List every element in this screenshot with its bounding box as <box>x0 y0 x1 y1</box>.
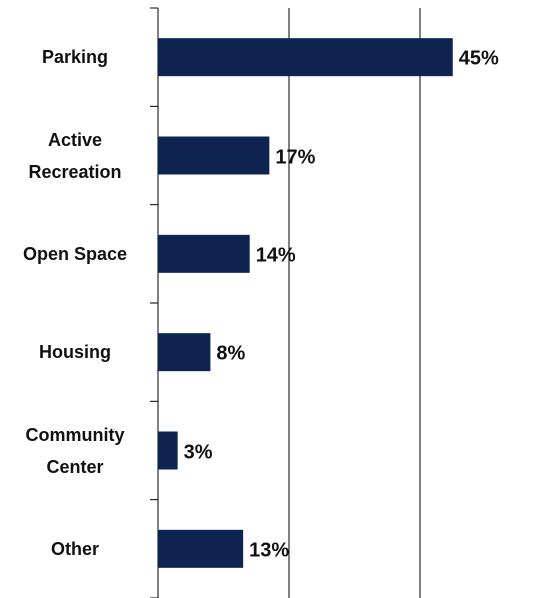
data-label: 8% <box>216 342 246 365</box>
y-tick-label: Open Space <box>22 243 128 264</box>
bar <box>158 38 453 77</box>
y-tick-label: Parking <box>41 47 109 68</box>
y-tick-label: Community Center <box>25 424 125 477</box>
y-tick-label: Other <box>50 538 99 559</box>
bar <box>158 136 270 175</box>
y-tick-label: Housing <box>39 342 111 363</box>
bar <box>158 431 178 470</box>
data-label: 13% <box>249 539 290 562</box>
data-label: 45% <box>458 47 499 70</box>
data-label: 14% <box>255 244 296 267</box>
y-tick-label: Active Recreation <box>28 129 122 182</box>
data-label: 3% <box>183 441 213 463</box>
bar <box>158 529 244 568</box>
data-label: 17% <box>275 146 316 168</box>
bar <box>158 234 250 273</box>
bar <box>158 333 211 372</box>
